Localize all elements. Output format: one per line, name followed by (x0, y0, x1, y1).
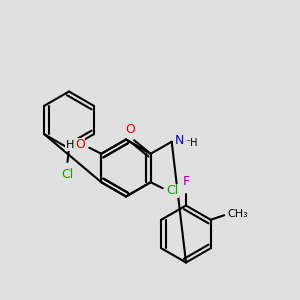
Text: F: F (182, 175, 190, 188)
Text: O: O (75, 138, 85, 151)
Text: H: H (66, 140, 74, 150)
Text: Cl: Cl (61, 168, 74, 181)
Text: Cl: Cl (166, 184, 178, 197)
Text: N: N (175, 134, 184, 147)
Text: O: O (125, 123, 135, 136)
Text: ⁻H: ⁻H (185, 138, 198, 148)
Text: CH₃: CH₃ (227, 209, 248, 219)
